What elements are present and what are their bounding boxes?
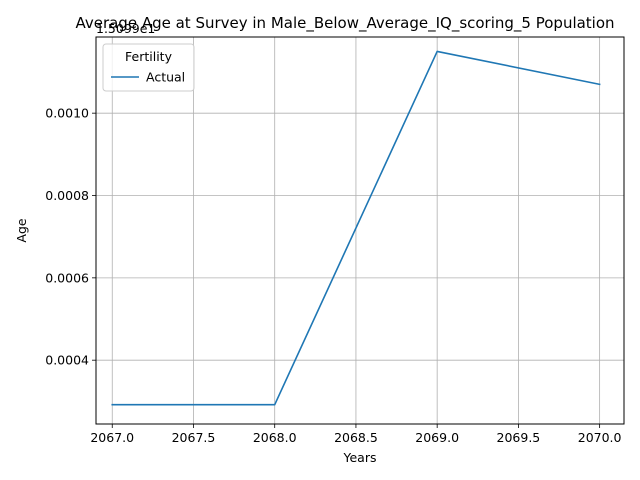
y-tick-label: 0.0004 bbox=[45, 353, 89, 368]
plot-frame bbox=[95, 36, 625, 425]
series-layer bbox=[111, 50, 601, 406]
y-tick-label: 0.0006 bbox=[45, 270, 89, 285]
legend-entries: Actual bbox=[111, 70, 185, 85]
x-axis: 2067.0 2067.5 2068.0 2068.5 2069.0 2069.5 2070… bbox=[90, 424, 622, 445]
y-axis: 0.0004 0.0006 0.0008 0.0010 bbox=[45, 106, 96, 368]
y-offset-text: 1.5099e1 bbox=[96, 21, 155, 36]
x-tick-label: 2067.5 bbox=[172, 430, 216, 445]
grid bbox=[96, 37, 624, 424]
x-tick-label: 2069.5 bbox=[497, 430, 541, 445]
x-tick-label: 2067.0 bbox=[90, 430, 134, 445]
legend-title: Fertility bbox=[125, 49, 173, 64]
legend: Fertility Actual bbox=[102, 43, 195, 92]
y-tick-label: 0.0008 bbox=[45, 188, 89, 203]
x-tick-label: 2068.0 bbox=[253, 430, 297, 445]
y-tick-label: 0.0010 bbox=[45, 106, 89, 121]
x-tick-label: 2069.0 bbox=[415, 430, 459, 445]
legend-label: Actual bbox=[146, 70, 185, 85]
x-tick-label: 2070.0 bbox=[578, 430, 622, 445]
series-line-actual bbox=[111, 50, 601, 406]
chart-title: Average Age at Survey in Male_Below_Aver… bbox=[75, 14, 614, 33]
legend-box bbox=[102, 43, 195, 92]
y-axis-label: Age bbox=[14, 218, 29, 242]
x-tick-label: 2068.5 bbox=[334, 430, 378, 445]
x-axis-label: Years bbox=[343, 450, 377, 465]
